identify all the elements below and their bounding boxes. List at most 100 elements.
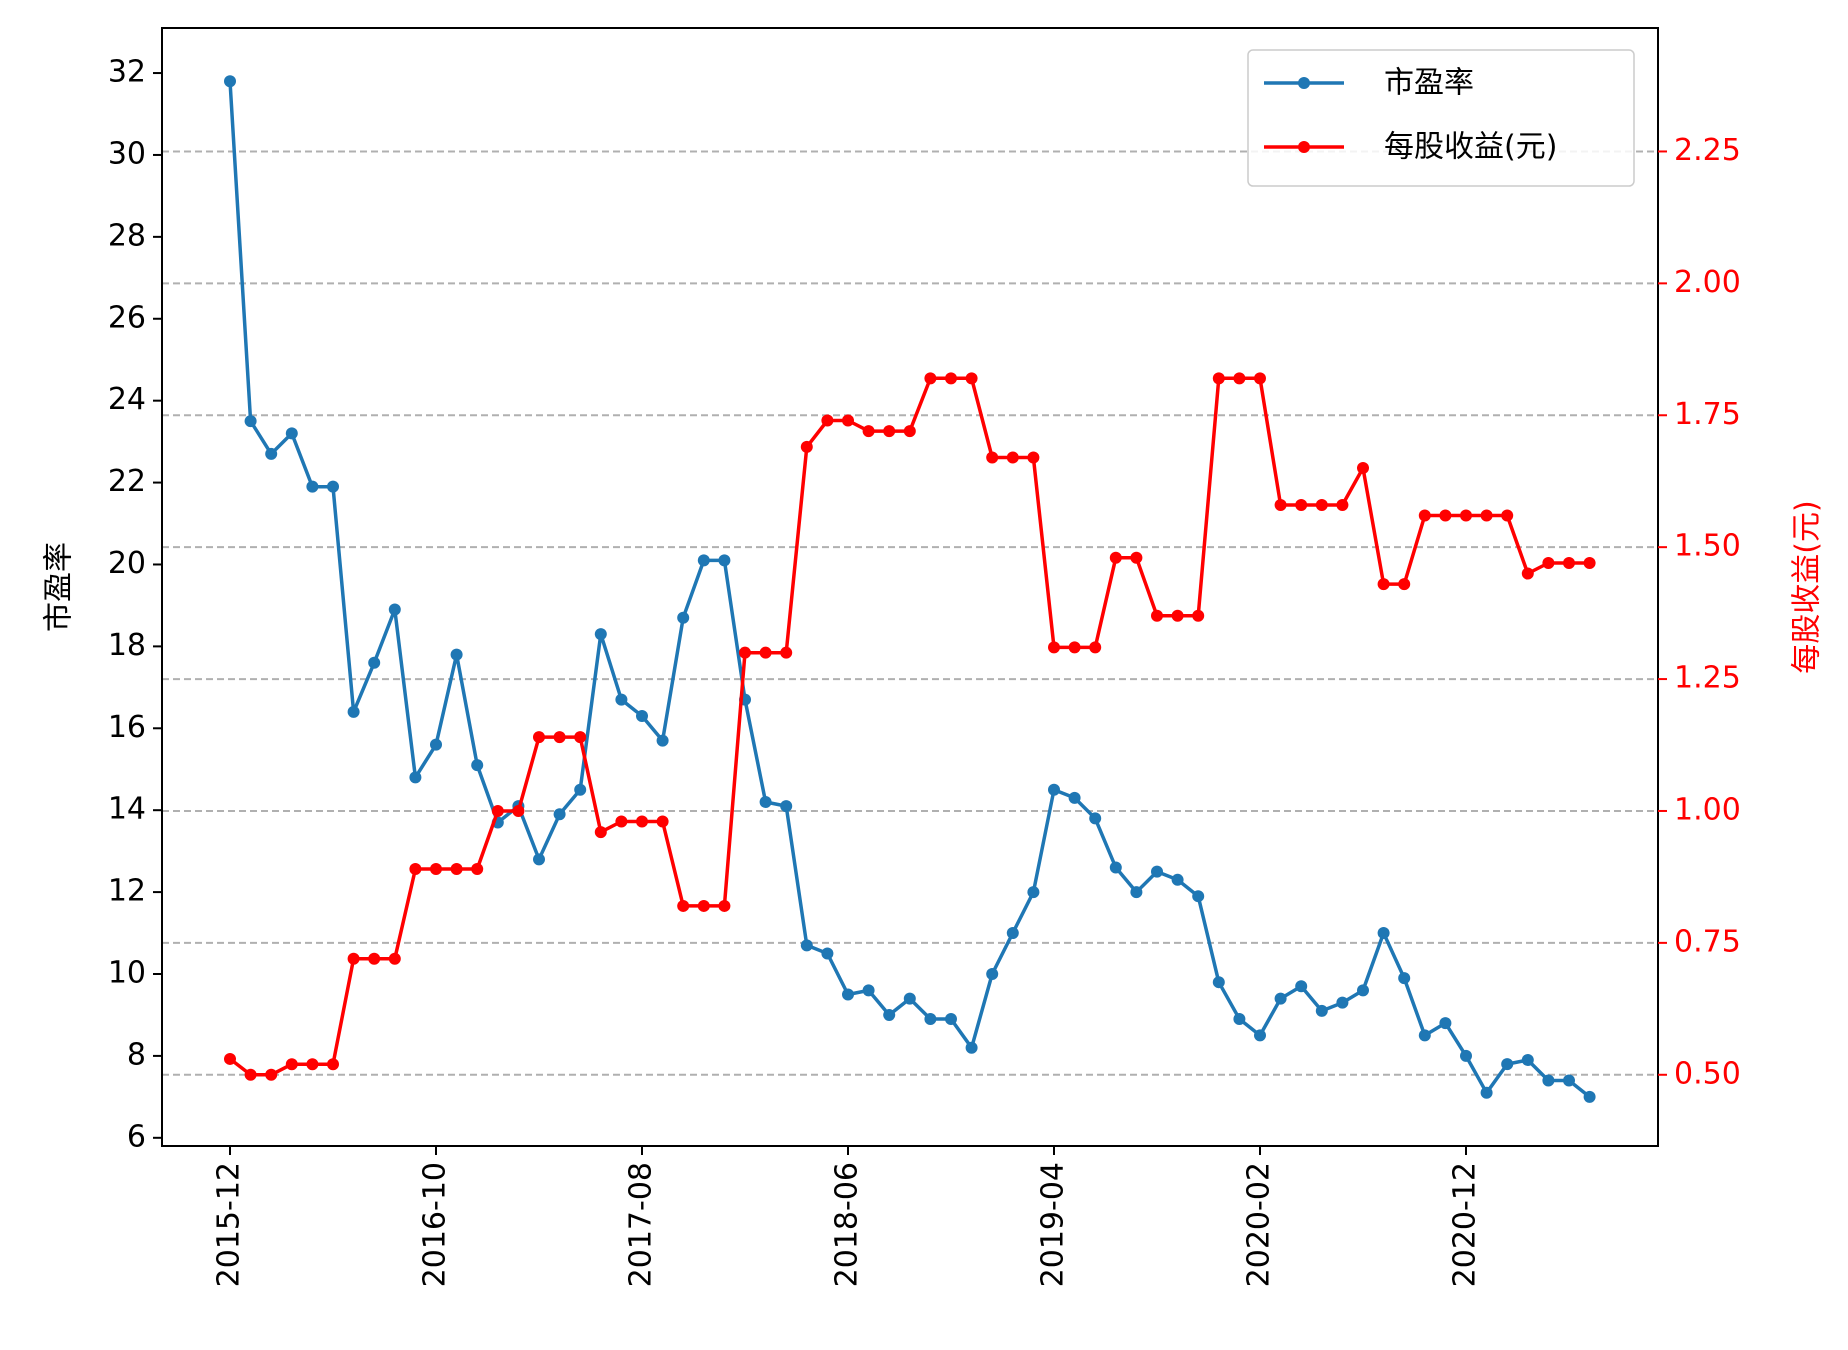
series-1-point: [265, 1068, 278, 1081]
series-1-point: [1192, 609, 1205, 622]
series-1-point: [471, 863, 484, 876]
series-0-point: [1315, 1004, 1328, 1017]
left-tick-label-7: 20: [108, 546, 146, 581]
series-0-point: [677, 611, 690, 624]
series-1-point: [388, 952, 401, 965]
series-0-point: [1192, 890, 1205, 903]
right-tick-label-1: 0.75: [1674, 924, 1741, 959]
right-axis-label: 每股收益(元): [1790, 500, 1825, 673]
legend-marker-pe: [1298, 77, 1310, 89]
series-1-point: [533, 731, 545, 744]
series-1-point: [1480, 509, 1493, 522]
left-tick-label-1: 8: [127, 1037, 146, 1072]
series-0-point: [1254, 1029, 1266, 1042]
series-0-point: [306, 480, 319, 493]
left-tick-label-5: 16: [108, 710, 146, 745]
series-1-point: [306, 1058, 319, 1071]
series-0-point: [924, 1013, 937, 1026]
legend: 市盈率 每股收益(元): [1247, 49, 1635, 187]
series-1-point: [615, 815, 628, 828]
series-1-point: [1274, 498, 1287, 511]
series-1-point: [718, 899, 731, 912]
series-1-point: [491, 804, 504, 817]
series-0-point: [697, 554, 710, 567]
series-1-point: [800, 440, 813, 453]
series-0-point: [1460, 1049, 1472, 1062]
series-1-point: [430, 863, 442, 876]
series-1-point: [1048, 641, 1060, 654]
left-tick-label-3: 12: [108, 874, 146, 909]
series-1-point: [1089, 641, 1102, 654]
series-1-point: [656, 815, 669, 828]
series-1-point: [1315, 498, 1328, 511]
series-0-point: [471, 759, 484, 772]
series-1-point: [1109, 551, 1122, 564]
series-1-point: [285, 1058, 298, 1071]
series-1-point: [924, 372, 937, 385]
series-0-point: [965, 1041, 978, 1054]
series-1-point: [553, 731, 566, 744]
series-1-point: [327, 1058, 339, 1071]
series-0-point: [945, 1013, 957, 1026]
series-0-point: [265, 447, 278, 460]
series-0-point: [1109, 861, 1122, 874]
series-1-point: [1006, 451, 1019, 464]
series-0-point: [883, 1008, 896, 1021]
series-0-point: [1398, 972, 1411, 985]
legend-label-eps: 每股收益(元): [1384, 130, 1557, 165]
x-tick-label-2: 2017-08: [624, 1162, 659, 1287]
x-axis-ticks: 2015-12 2016-10 2017-08 2018-06 2019-04 2020-…: [212, 1146, 1483, 1287]
series-1-point: [1130, 551, 1143, 564]
right-tick-label-6: 2.00: [1674, 265, 1741, 300]
right-tick-label-2: 1.00: [1674, 792, 1741, 827]
grid-lines: [162, 150, 1658, 1076]
series-0-point: [1418, 1029, 1431, 1042]
series-0-point: [347, 705, 360, 718]
series-1-point: [1233, 372, 1246, 385]
series-1-point: [244, 1068, 257, 1081]
series-1-point: [1439, 509, 1452, 522]
series-0-point: [1357, 984, 1369, 997]
series-layer: [224, 75, 1596, 1103]
series-0: [224, 75, 1596, 1103]
series-1-point: [1027, 451, 1040, 464]
series-1-point: [1418, 509, 1431, 522]
series-1-point: [1212, 372, 1225, 385]
series-0-point: [1233, 1013, 1246, 1026]
series-0-point: [759, 796, 772, 808]
series-0-point: [1068, 791, 1081, 804]
series-1-point: [759, 646, 772, 659]
series-1-point: [862, 425, 875, 438]
series-0-point: [1274, 992, 1287, 1005]
legend-box: [1247, 49, 1635, 187]
series-0-point: [1171, 873, 1184, 886]
series-1-point: [1563, 556, 1575, 569]
series-0-point: [986, 968, 999, 980]
series-1-point: [965, 372, 978, 385]
series-1-point: [986, 451, 999, 464]
series-0-point: [327, 480, 339, 493]
series-0-point: [636, 710, 648, 722]
series-1-point: [1295, 498, 1308, 511]
series-1-point: [903, 425, 916, 438]
left-tick-label-2: 10: [108, 956, 146, 991]
series-1-point: [347, 952, 360, 965]
series-1-point: [677, 899, 690, 912]
series-1-point: [574, 731, 587, 744]
left-tick-label-13: 32: [108, 55, 146, 90]
series-1-point: [1357, 462, 1369, 475]
series-0-point: [718, 554, 731, 567]
right-axis-ticks: 0.50 0.75 1.00 1.25 1.50 1.75 2.00 2.25: [1658, 133, 1741, 1091]
left-tick-label-6: 18: [108, 628, 146, 663]
series-1-point: [368, 952, 381, 965]
series-1-point: [883, 425, 896, 438]
series-0-point: [533, 853, 545, 866]
series-1-point: [945, 372, 957, 385]
series-0-point: [574, 783, 587, 796]
series-1-point: [1521, 567, 1534, 580]
series-0-point: [1006, 927, 1019, 940]
series-1-point: [1542, 556, 1555, 569]
series-0-point: [842, 988, 854, 1001]
series-0-point: [903, 992, 916, 1005]
